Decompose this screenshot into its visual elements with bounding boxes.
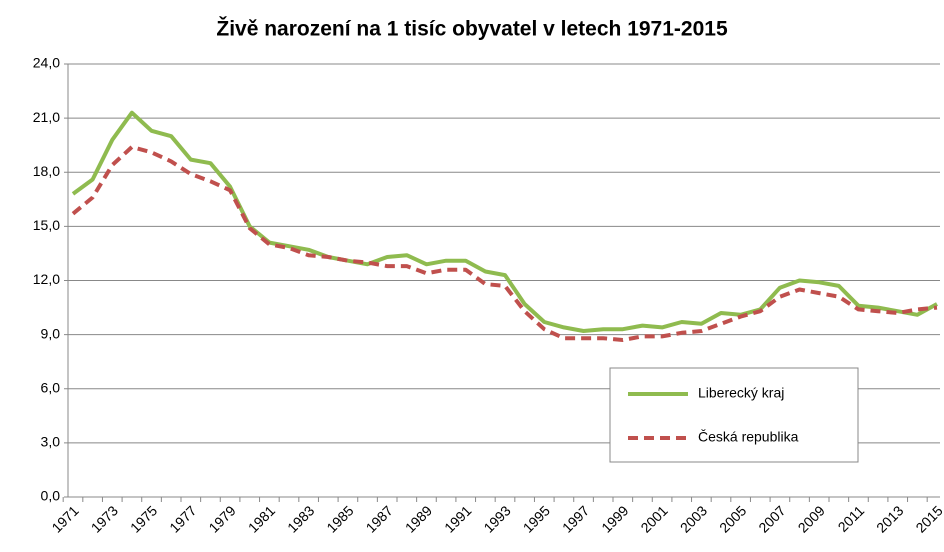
x-tick-label: 2011 xyxy=(835,502,868,535)
x-tick-label: 1973 xyxy=(88,502,121,535)
x-tick-label: 1995 xyxy=(520,502,553,535)
x-tick-label: 1985 xyxy=(323,502,356,535)
y-tick-label: 6,0 xyxy=(41,379,61,395)
legend-label: Liberecký kraj xyxy=(698,385,784,401)
x-tick-label: 2005 xyxy=(716,502,749,535)
x-tick-label: 1977 xyxy=(166,502,199,535)
x-tick-label: 2001 xyxy=(637,502,670,535)
x-tick-label: 1987 xyxy=(363,502,396,535)
y-tick-label: 3,0 xyxy=(41,434,61,450)
y-tick-label: 21,0 xyxy=(33,109,60,125)
legend-label: Česká republika xyxy=(698,429,799,445)
series-line xyxy=(71,145,938,342)
y-tick-label: 24,0 xyxy=(33,55,60,71)
x-tick-label: 2015 xyxy=(912,502,944,535)
series-line xyxy=(71,110,938,333)
x-tick-label: 2007 xyxy=(755,502,788,535)
x-tick-label: 1983 xyxy=(284,502,317,535)
x-tick-label: 1979 xyxy=(205,502,238,535)
legend-box xyxy=(609,367,859,463)
x-tick-label: 1975 xyxy=(127,502,160,535)
y-tick-label: 12,0 xyxy=(33,271,60,287)
x-tick-label: 1991 xyxy=(441,502,474,535)
x-tick-label: 1999 xyxy=(598,502,631,535)
x-tick-label: 2003 xyxy=(677,502,710,535)
x-tick-label: 1981 xyxy=(245,502,278,535)
y-tick-label: 0,0 xyxy=(41,488,61,504)
y-tick-label: 18,0 xyxy=(33,163,60,179)
x-tick-label: 2013 xyxy=(873,502,906,535)
chart-title: Živě narození na 1 tisíc obyvatel v lete… xyxy=(216,17,728,41)
y-tick-label: 15,0 xyxy=(33,217,60,233)
x-tick-label: 2009 xyxy=(795,502,828,535)
x-tick-label: 1993 xyxy=(480,502,513,535)
x-tick-label: 1997 xyxy=(559,502,592,535)
y-tick-label: 9,0 xyxy=(41,325,61,341)
x-tick-label: 1989 xyxy=(402,502,435,535)
x-tick-label: 1971 xyxy=(48,502,81,535)
